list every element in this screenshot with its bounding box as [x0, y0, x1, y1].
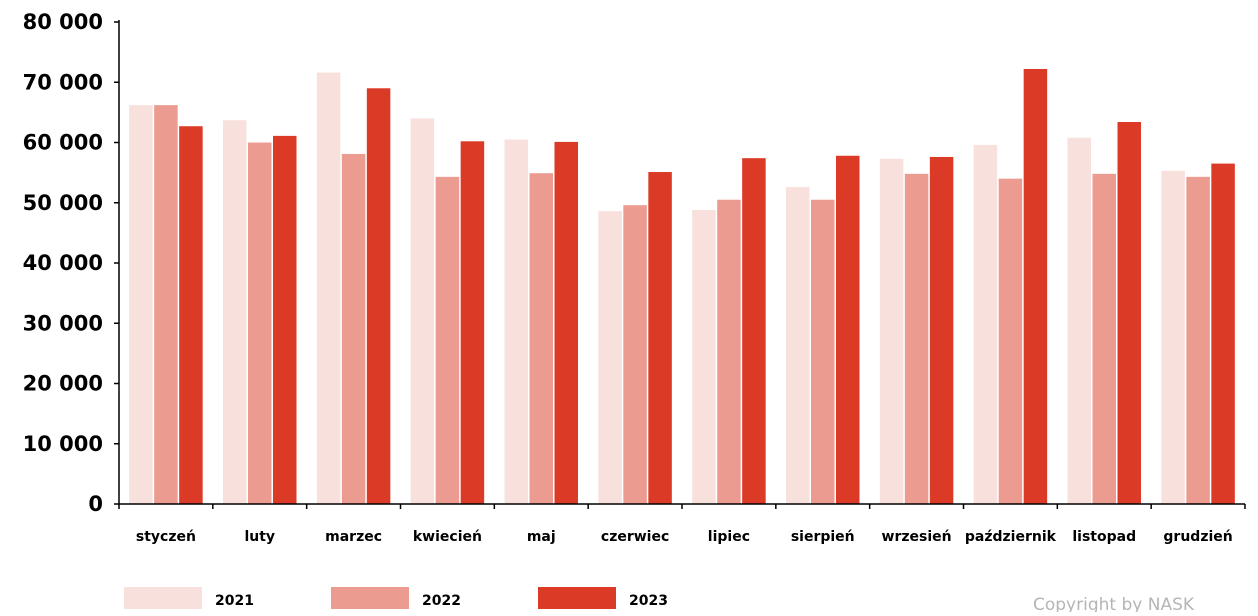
x-tick-label: marzec — [325, 529, 382, 545]
y-tick-label: 40 000 — [23, 251, 103, 275]
y-tick-label: 60 000 — [23, 131, 103, 155]
bar-2021-7 — [786, 187, 810, 504]
x-tick-label: czerwiec — [601, 529, 669, 545]
bar-2021-0 — [129, 105, 153, 505]
bar-2023-2 — [366, 88, 391, 505]
bar-2022-10 — [1092, 173, 1116, 504]
bar-2023-4 — [554, 141, 578, 504]
copyright-text: Copyright by NASK — [1033, 595, 1195, 612]
bar-2023-3 — [460, 141, 485, 505]
bar-2023-10 — [1117, 122, 1141, 504]
x-tick-label: październik — [965, 529, 1057, 545]
bar-2022-11 — [1186, 176, 1210, 504]
bar-2023-6 — [742, 158, 766, 505]
bar-2022-6 — [717, 199, 741, 505]
bar-2021-10 — [1067, 137, 1091, 504]
bar-2022-8 — [904, 173, 929, 504]
bar-2021-1 — [223, 120, 247, 505]
bar-2023-8 — [929, 156, 954, 504]
bar-2022-4 — [529, 173, 553, 505]
bar-2022-7 — [811, 199, 835, 505]
y-tick-label: 80 000 — [23, 10, 103, 34]
bars-group — [129, 68, 1235, 505]
bar-2023-11 — [1211, 163, 1235, 504]
bar-2021-9 — [973, 144, 998, 504]
bar-2022-9 — [998, 178, 1023, 504]
y-tick-label: 30 000 — [23, 311, 103, 335]
bar-2021-3 — [410, 118, 435, 505]
bar-2021-11 — [1161, 170, 1185, 504]
y-tick-label: 50 000 — [23, 191, 103, 215]
bar-2021-8 — [879, 158, 904, 504]
x-tick-label: lipiec — [708, 529, 750, 545]
x-axis-ticks: styczeń luty marzec kwiecień maj czerwiec lipi… — [118, 504, 1246, 545]
legend-swatch-2022 — [331, 587, 409, 609]
x-tick-label: luty — [244, 529, 275, 545]
y-tick-label: 70 000 — [23, 70, 103, 94]
bar-2022-5 — [623, 205, 647, 504]
y-tick-label: 10 000 — [23, 432, 103, 456]
bar-2022-1 — [248, 142, 272, 504]
x-tick-label: grudzień — [1163, 529, 1232, 545]
legend-swatch-2023 — [538, 587, 616, 609]
bar-2022-3 — [435, 176, 460, 504]
legend-swatch-2021 — [124, 587, 202, 609]
x-tick-label: listopad — [1072, 529, 1136, 545]
bar-2023-1 — [273, 135, 297, 504]
bar-2021-5 — [598, 211, 622, 504]
legend: 2021 2022 2023 — [124, 587, 668, 609]
legend-label-2021: 2021 — [215, 593, 254, 609]
bar-2021-2 — [316, 72, 341, 505]
bar-2022-2 — [341, 153, 366, 504]
legend-label-2023: 2023 — [629, 593, 668, 609]
y-tick-label: 0 — [88, 492, 103, 516]
legend-label-2022: 2022 — [422, 593, 461, 609]
y-tick-label: 20 000 — [23, 372, 103, 396]
x-tick-label: styczeń — [136, 529, 196, 545]
bar-2022-0 — [154, 105, 178, 505]
bar-2023-5 — [648, 172, 672, 504]
bar-2023-9 — [1023, 68, 1048, 505]
x-tick-label: sierpień — [791, 529, 855, 545]
x-tick-label: maj — [527, 529, 556, 545]
x-tick-label: kwiecień — [413, 529, 482, 545]
bar-2021-4 — [504, 139, 528, 505]
y-axis-ticks: 0 10 000 20 000 30 000 40 000 50 000 60 000 70 … — [23, 10, 119, 516]
bar-2023-0 — [179, 126, 203, 505]
x-tick-label: wrzesień — [882, 529, 952, 545]
bar-2021-6 — [692, 209, 716, 505]
bar-2023-7 — [836, 155, 860, 504]
